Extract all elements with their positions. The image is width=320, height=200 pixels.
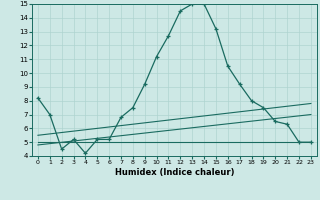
- X-axis label: Humidex (Indice chaleur): Humidex (Indice chaleur): [115, 168, 234, 177]
